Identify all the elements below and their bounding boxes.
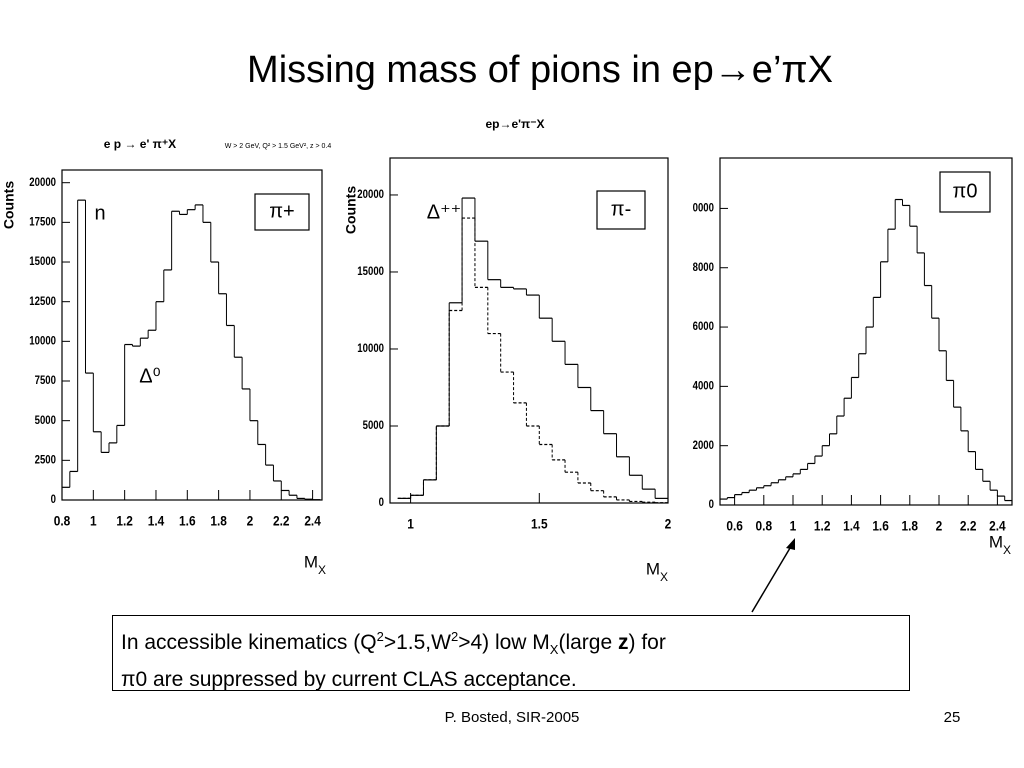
- x-axis-label-sub: X: [1003, 543, 1011, 557]
- x-tick-label: 1.5: [531, 516, 548, 532]
- x-tick-label: 2: [247, 513, 254, 529]
- x-tick-label: 1: [90, 513, 97, 529]
- x-tick-label: 2: [936, 518, 943, 534]
- x-axis-label: M: [304, 552, 318, 571]
- x-tick-label: 2: [665, 516, 672, 532]
- x-tick-label: 1.6: [179, 513, 196, 529]
- y-tick-label: 15000: [29, 255, 56, 268]
- annotation: Δ⁰: [139, 365, 160, 387]
- note-line: In accessible kinematics (Q2>1.5,W2>4) l…: [121, 622, 901, 665]
- note-bold: z: [618, 631, 629, 654]
- y-tick-label: 2000: [693, 439, 714, 452]
- y-tick-label: 20000: [29, 176, 56, 189]
- x-axis-label: M: [989, 532, 1003, 551]
- y-tick-label: 5000: [35, 414, 56, 427]
- y-tick-label: 5000: [363, 419, 384, 432]
- y-tick-label: 0: [379, 496, 384, 509]
- footer: P. Bosted, SIR-2005: [445, 709, 580, 726]
- x-tick-label: 1: [790, 518, 797, 534]
- note-sub: X: [549, 642, 559, 658]
- y-axis-label: Counts: [343, 186, 359, 234]
- annotation-box: [254, 193, 310, 231]
- x-axis-label: M: [646, 559, 660, 578]
- note-line: π0 are suppressed by current CLAS accept…: [121, 668, 577, 692]
- y-tick-label: 0: [51, 493, 56, 506]
- plot-frame: [389, 157, 669, 504]
- note-text: >4) low M: [458, 631, 550, 654]
- arrow-head: [786, 538, 795, 550]
- x-tick-label: 1.4: [843, 518, 860, 534]
- y-tick-label: 10000: [357, 342, 384, 355]
- note-text: >1.5,W: [383, 631, 451, 654]
- note-sup: 2: [376, 629, 384, 644]
- x-tick-label: 1.4: [148, 513, 165, 529]
- x-tick-label: 0.8: [756, 518, 773, 534]
- y-tick-label: 6000: [693, 320, 714, 333]
- x-tick-label: 2.2: [960, 518, 977, 534]
- note-text: (large: [558, 631, 618, 654]
- page-number: 25: [944, 709, 961, 726]
- chart-title: e p → e' π⁺X: [104, 137, 176, 151]
- note-text: In accessible kinematics (Q: [121, 631, 377, 654]
- y-tick-label: 8000: [693, 261, 714, 274]
- x-tick-label: 2.2: [273, 513, 290, 529]
- x-axis-label-sub: X: [660, 570, 668, 584]
- annotation: π+: [269, 200, 294, 222]
- annotation: n: [94, 202, 105, 224]
- y-tick-label: 12500: [29, 295, 56, 308]
- y-tick-label: 4000: [693, 380, 714, 393]
- x-axis-label-sub: X: [318, 563, 326, 577]
- annotation-box: [596, 190, 646, 230]
- x-tick-label: 2.4: [989, 518, 1006, 534]
- arrow: [751, 542, 794, 613]
- y-tick-label: 17500: [29, 216, 56, 229]
- y-tick-label: 0000: [693, 202, 714, 215]
- plot-frame: [719, 157, 1013, 506]
- annotation-box: [939, 171, 991, 213]
- note-text: ) for: [628, 631, 666, 654]
- note-box: In accessible kinematics (Q2>1.5,W2>4) l…: [112, 615, 910, 691]
- x-tick-label: 1.2: [116, 513, 133, 529]
- slide-title: Missing mass of pions in ep→e’πX: [247, 49, 833, 91]
- chart-subtitle: W > 2 GeV, Q² > 1.5 GeV², z > 0.4: [225, 143, 332, 150]
- y-tick-label: 0: [709, 498, 714, 511]
- y-tick-label: 10000: [29, 335, 56, 348]
- y-tick-label: 15000: [357, 265, 384, 278]
- x-tick-label: 1.8: [210, 513, 227, 529]
- x-tick-label: 0.8: [54, 513, 71, 529]
- chart-title: ep→e'π⁻X: [485, 117, 544, 131]
- x-tick-label: 1: [407, 516, 414, 532]
- note-sup: 2: [450, 629, 459, 644]
- annotation: π0: [953, 180, 978, 202]
- y-tick-label: 2500: [35, 454, 56, 467]
- y-tick-label: 20000: [357, 188, 384, 201]
- plot-frame: [61, 169, 323, 501]
- y-axis-label: Counts: [1, 181, 17, 229]
- y-tick-label: 7500: [35, 374, 56, 387]
- x-tick-label: 0.6: [726, 518, 743, 534]
- x-tick-label: 2.4: [304, 513, 321, 529]
- x-tick-label: 1.2: [814, 518, 831, 534]
- x-tick-label: 1.6: [872, 518, 889, 534]
- x-tick-label: 1.8: [902, 518, 919, 534]
- annotation: π-: [611, 198, 631, 220]
- annotation: Δ⁺⁺: [427, 201, 461, 223]
